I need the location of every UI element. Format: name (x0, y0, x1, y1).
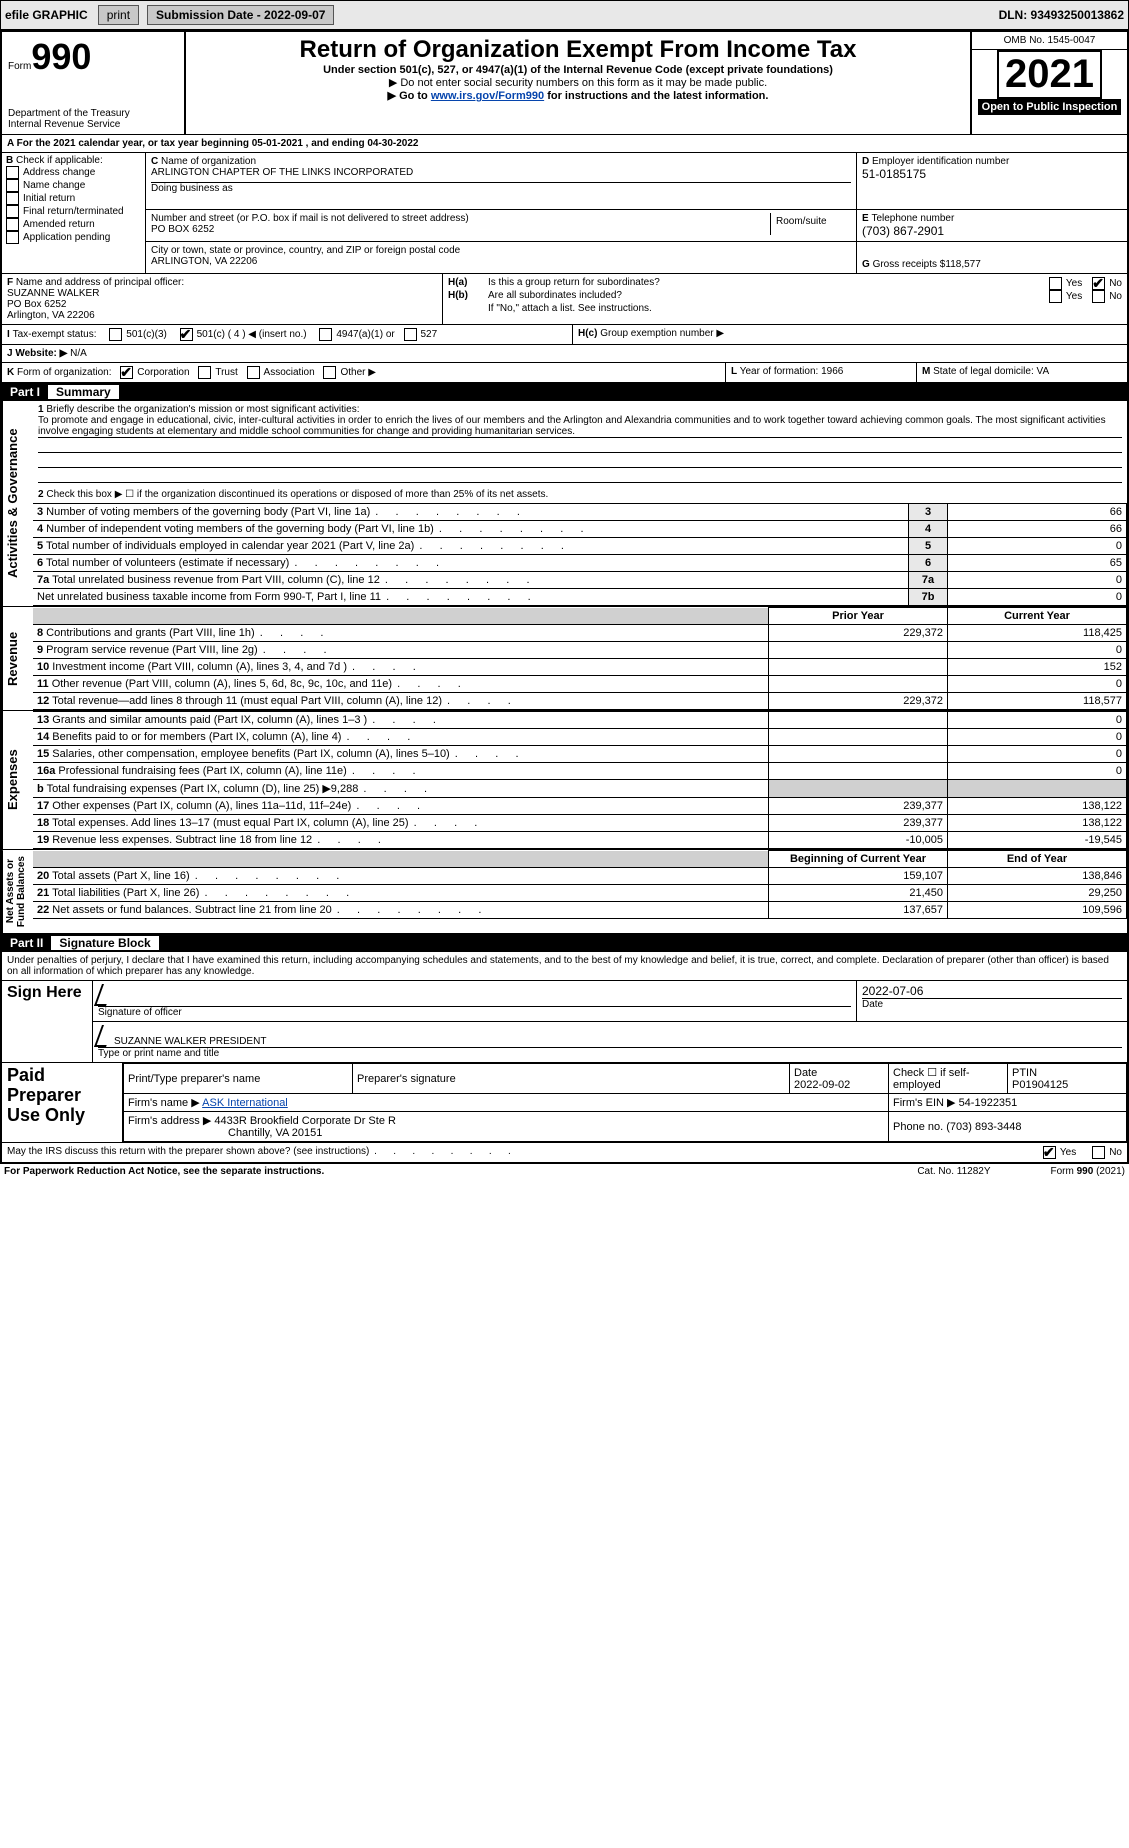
chk-501c3[interactable]: 501(c)(3) (109, 329, 167, 340)
form-main: Form990 Department of the Treasury Inter… (0, 30, 1129, 1164)
org-name: ARLINGTON CHAPTER OF THE LINKS INCORPORA… (151, 167, 851, 178)
subtitle1: Under section 501(c), 527, or 4947(a)(1)… (194, 64, 962, 76)
irs-label: Internal Revenue Service (8, 119, 178, 130)
subtitle3: ▶ Go to www.irs.gov/Form990 for instruct… (194, 89, 962, 102)
part1-label: Part I (2, 385, 48, 399)
dln: DLN: 93493250013862 (999, 8, 1124, 22)
Ha-no[interactable]: No (1092, 277, 1122, 290)
sign-here: Sign Here (7, 984, 87, 1002)
chk-amended[interactable]: Amended return (6, 218, 141, 231)
submission-date-button[interactable]: Submission Date - 2022-09-07 (147, 5, 334, 25)
revenue-table: Prior YearCurrent Year8 Contributions an… (33, 607, 1127, 710)
form-number: Form990 (8, 36, 178, 78)
gross-receipts: 118,577 (945, 259, 980, 270)
side-rev: Revenue (2, 607, 33, 710)
chk-initial[interactable]: Initial return (6, 192, 141, 205)
Hb-no[interactable]: No (1092, 290, 1122, 303)
chk-pending[interactable]: Application pending (6, 231, 141, 244)
efile-bar: efile GRAPHIC print Submission Date - 20… (0, 0, 1129, 30)
may-irs-yes[interactable]: Yes (1043, 1146, 1076, 1159)
pra-notice: For Paperwork Reduction Act Notice, see … (4, 1166, 917, 1177)
side-exp: Expenses (2, 711, 33, 849)
open-to-public: Open to Public Inspection (978, 99, 1122, 115)
preparer-table: Print/Type preparer's name Preparer's si… (123, 1063, 1127, 1142)
Hb-yes[interactable]: Yes (1049, 290, 1082, 303)
chk-4947[interactable]: 4947(a)(1) or (319, 329, 394, 340)
part2-label: Part II (2, 936, 51, 950)
governance-table: 3 Number of voting members of the govern… (33, 503, 1127, 606)
sig-mark-icon (94, 1025, 114, 1047)
dept-treasury: Department of the Treasury (8, 108, 178, 119)
chk-other[interactable]: Other ▶ (323, 367, 375, 378)
expenses-table: 13 Grants and similar amounts paid (Part… (33, 711, 1127, 849)
netassets-table: Beginning of Current YearEnd of Year20 T… (33, 850, 1127, 919)
side-na: Net Assets or Fund Balances (2, 850, 33, 933)
chk-final[interactable]: Final return/terminated (6, 205, 141, 218)
print-button[interactable]: print (98, 5, 139, 25)
chk-corp[interactable]: Corporation (120, 367, 189, 378)
may-irs-no[interactable]: No (1092, 1146, 1122, 1159)
form-title: Return of Organization Exempt From Incom… (194, 36, 962, 64)
chk-527[interactable]: 527 (404, 329, 438, 340)
tax-year: 2021 (997, 50, 1102, 99)
paid-prep: Paid Preparer Use Only (7, 1066, 117, 1125)
firm-link[interactable]: ASK International (202, 1097, 288, 1109)
chk-assoc[interactable]: Association (247, 367, 315, 378)
city: ARLINGTON, VA 22206 (151, 256, 851, 267)
omb: OMB No. 1545-0047 (972, 32, 1127, 50)
footer-form: Form 990 (2021) (1051, 1166, 1125, 1177)
chk-trust[interactable]: Trust (198, 367, 237, 378)
ein: 51-0185175 (862, 167, 1122, 181)
street: PO BOX 6252 (151, 224, 770, 235)
phone: (703) 867-2901 (862, 224, 1122, 238)
chk-address[interactable]: Address change (6, 166, 141, 179)
subtitle2: Do not enter social security numbers on … (194, 76, 962, 89)
chk-name[interactable]: Name change (6, 179, 141, 192)
chk-501c[interactable]: 501(c) ( 4 ) ◀ (insert no.) (180, 329, 307, 340)
line-A: A For the 2021 calendar year, or tax yea… (2, 135, 1127, 153)
declaration: Under penalties of perjury, I declare th… (2, 952, 1127, 981)
irs-link[interactable]: www.irs.gov/Form990 (431, 90, 544, 102)
cat-no: Cat. No. 11282Y (917, 1166, 990, 1177)
sig-mark-icon (94, 984, 114, 1006)
mission: To promote and engage in educational, ci… (38, 415, 1122, 438)
Ha-yes[interactable]: Yes (1049, 277, 1082, 290)
side-ag: Activities & Governance (2, 401, 33, 606)
officer-name: SUZANNE WALKER (7, 288, 437, 299)
typed-name: SUZANNE WALKER PRESIDENT (114, 1036, 266, 1047)
efile-label: efile GRAPHIC (5, 8, 88, 22)
website: N/A (70, 348, 87, 359)
